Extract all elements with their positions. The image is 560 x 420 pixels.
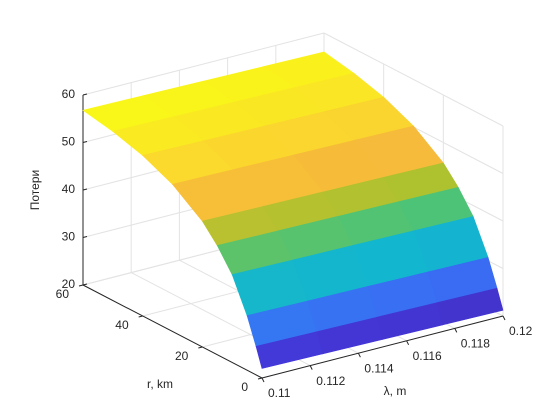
z-tick [82, 93, 88, 96]
x-tick [502, 315, 506, 321]
z-tick-label: 30 [62, 230, 76, 244]
x-tick-label: 0.116 [413, 349, 442, 363]
x-tick-label: 0.12 [509, 324, 533, 338]
y-tick-label: 40 [115, 318, 129, 332]
x-axis [261, 315, 504, 379]
z-tick [82, 188, 88, 191]
x-tick-label: 0.114 [364, 361, 393, 375]
y-axis-label: r, km [147, 377, 173, 391]
z-tick [82, 236, 88, 238]
x-tick-label: 0.118 [461, 337, 490, 351]
y-tick [138, 315, 143, 318]
x-tick-label: 0.11 [268, 386, 291, 400]
z-tick-label: 50 [62, 135, 76, 149]
x-tick [309, 365, 313, 370]
x-tick [357, 352, 361, 358]
x-axis-label: λ, m [384, 384, 407, 398]
z-tick [82, 283, 88, 286]
grid-line [82, 32, 325, 96]
y-tick-label: 20 [175, 349, 189, 363]
z-tick-label: 40 [62, 182, 76, 196]
z-tick [82, 141, 88, 143]
y-tick [78, 284, 84, 287]
y-tick [257, 377, 263, 380]
z-tick-label: 60 [62, 87, 76, 101]
x-tick [261, 377, 265, 383]
y-tick-label: 60 [56, 287, 70, 301]
z-axis-label: Потери [28, 170, 42, 210]
x-tick [406, 340, 410, 346]
y-axis [82, 284, 263, 379]
z-tick-label: 20 [62, 277, 76, 291]
surface-patch [255, 331, 323, 369]
grid-line [323, 32, 504, 127]
x-tick-label: 0.112 [316, 374, 345, 388]
y-tick [198, 346, 203, 349]
x-tick [454, 328, 458, 333]
y-tick-label: 0 [241, 380, 248, 394]
